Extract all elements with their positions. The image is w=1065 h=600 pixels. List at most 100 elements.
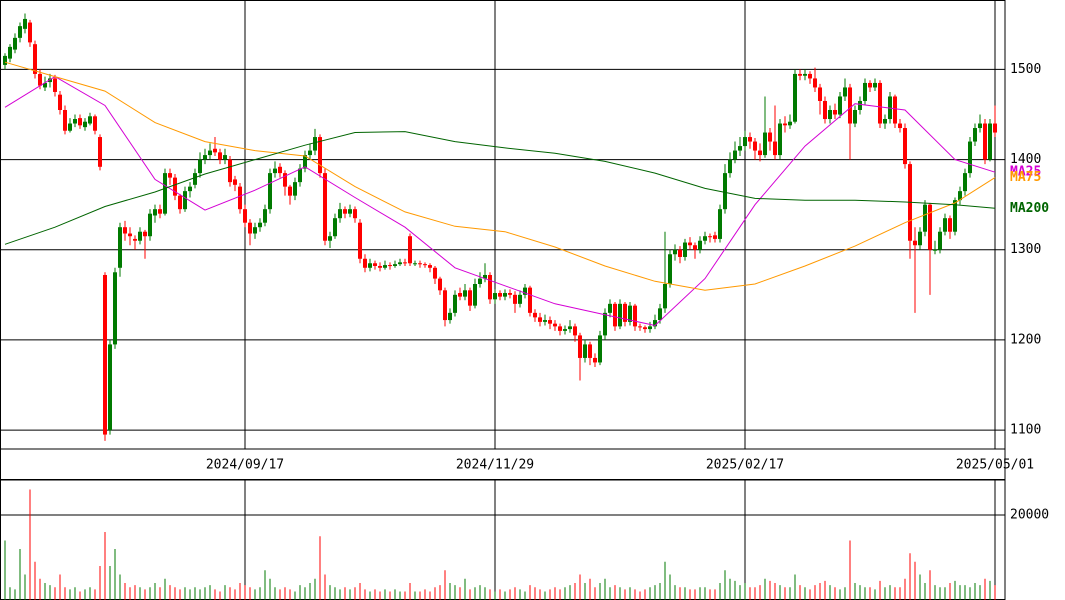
candle-body bbox=[663, 284, 667, 309]
candle-body bbox=[688, 242, 692, 246]
candle-body bbox=[483, 274, 487, 279]
candle-body bbox=[368, 263, 372, 268]
candle-body bbox=[173, 177, 177, 196]
candle-body bbox=[448, 312, 452, 321]
candle-body bbox=[413, 263, 417, 265]
candle-body bbox=[968, 141, 972, 174]
candle-body bbox=[803, 73, 807, 76]
candle-body bbox=[28, 22, 32, 43]
candle-body bbox=[823, 100, 827, 120]
candle-body bbox=[578, 335, 582, 358]
candle-body bbox=[253, 227, 257, 234]
candle-body bbox=[23, 18, 27, 29]
candle-body bbox=[683, 242, 687, 257]
candle-body bbox=[93, 116, 97, 131]
candle-body bbox=[533, 312, 537, 318]
candle-body bbox=[748, 137, 752, 142]
candle-body bbox=[743, 137, 747, 147]
candle-body bbox=[568, 326, 572, 330]
candle-body bbox=[718, 209, 722, 239]
candle-body bbox=[863, 82, 867, 101]
candle-body bbox=[513, 294, 517, 304]
candle-body bbox=[3, 55, 7, 65]
candle-body bbox=[813, 78, 817, 88]
candle-body bbox=[923, 204, 927, 232]
candle-body bbox=[818, 87, 822, 101]
candle-body bbox=[58, 94, 62, 110]
candle-body bbox=[348, 209, 352, 214]
candle-body bbox=[408, 236, 412, 264]
candle-body bbox=[438, 278, 442, 291]
candle-body bbox=[63, 109, 67, 131]
candle-body bbox=[953, 200, 957, 232]
candle-body bbox=[588, 344, 592, 358]
candle-body bbox=[983, 123, 987, 160]
ma-label: MA75 bbox=[1010, 170, 1041, 185]
candle-body bbox=[258, 222, 262, 228]
candle-body bbox=[168, 173, 172, 178]
candle-body bbox=[808, 73, 812, 79]
y-tick-label: 1200 bbox=[1010, 332, 1041, 347]
candle-body bbox=[633, 305, 637, 327]
candle-body bbox=[353, 209, 357, 219]
candle-body bbox=[418, 263, 422, 265]
candle-body bbox=[948, 218, 952, 232]
candle-body bbox=[153, 209, 157, 216]
candle-body bbox=[783, 123, 787, 126]
candle-body bbox=[928, 204, 932, 250]
candle-body bbox=[678, 249, 682, 257]
candle-body bbox=[433, 267, 437, 279]
candle-body bbox=[108, 344, 112, 431]
candle-body bbox=[933, 249, 937, 251]
candle-body bbox=[278, 166, 282, 174]
candle-body bbox=[398, 262, 402, 265]
candle-body bbox=[318, 137, 322, 174]
candle-body bbox=[403, 262, 407, 264]
candle-body bbox=[338, 209, 342, 219]
y-tick-label: 1300 bbox=[1010, 242, 1041, 257]
candle-body bbox=[653, 320, 657, 327]
candle-body bbox=[83, 121, 87, 128]
candle-body bbox=[478, 278, 482, 285]
candle-body bbox=[913, 240, 917, 246]
candle-body bbox=[963, 173, 967, 192]
candle-body bbox=[103, 274, 107, 435]
candle-body bbox=[798, 73, 802, 76]
candle-body bbox=[603, 312, 607, 336]
candle-body bbox=[768, 132, 772, 142]
candle-body bbox=[843, 87, 847, 97]
candle-body bbox=[973, 128, 977, 142]
candle-body bbox=[188, 186, 192, 192]
candle-body bbox=[238, 186, 242, 210]
candle-body bbox=[853, 109, 857, 124]
candle-body bbox=[393, 264, 397, 266]
ma-line bbox=[4, 76, 996, 327]
candle-body bbox=[733, 150, 737, 160]
candle-body bbox=[648, 326, 652, 330]
candle-body bbox=[373, 263, 377, 266]
candle-body bbox=[728, 159, 732, 174]
y-tick-label: 1100 bbox=[1010, 423, 1041, 438]
candle-body bbox=[323, 173, 327, 241]
candle-body bbox=[388, 265, 392, 267]
candle-body bbox=[248, 222, 252, 234]
y-tick-label: 20000 bbox=[1010, 507, 1049, 522]
x-tick-label: 2024/11/29 bbox=[456, 458, 534, 473]
candle-body bbox=[68, 123, 72, 131]
ma-label: MA200 bbox=[1010, 201, 1049, 216]
candle-body bbox=[328, 236, 332, 241]
candle-body bbox=[78, 118, 82, 126]
candle-body bbox=[893, 96, 897, 124]
candle-body bbox=[988, 123, 992, 160]
candle-body bbox=[613, 303, 617, 327]
candle-body bbox=[523, 287, 527, 295]
candle-body bbox=[123, 227, 127, 234]
candle-body bbox=[793, 73, 797, 122]
candle-body bbox=[283, 173, 287, 187]
candle-body bbox=[628, 305, 632, 322]
candle-body bbox=[288, 186, 292, 196]
candle-body bbox=[713, 235, 717, 239]
x-tick-label: 2025/05/01 bbox=[956, 458, 1034, 473]
candle-body bbox=[113, 272, 117, 345]
candle-body bbox=[333, 218, 337, 237]
